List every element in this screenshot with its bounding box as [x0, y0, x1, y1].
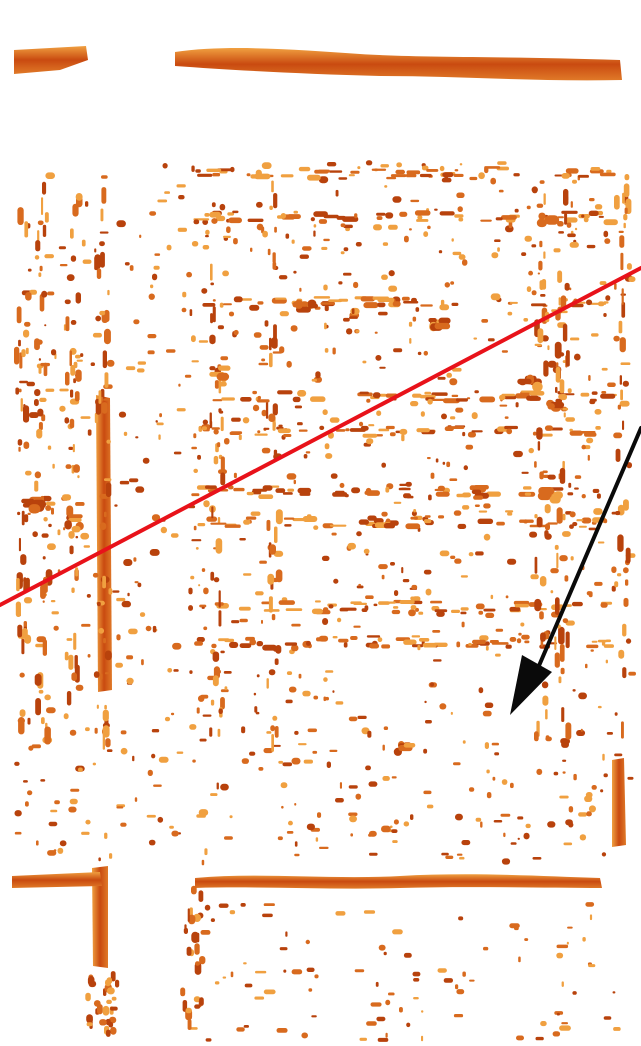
orange-speckle-grid-pattern — [14, 160, 636, 1042]
left-vertical-band — [96, 395, 112, 692]
top-left-band — [14, 46, 88, 74]
bottom-left-band — [12, 872, 102, 888]
left-lower-vertical-band — [92, 866, 108, 968]
top-main-band — [175, 48, 622, 81]
straight-red-line — [0, 266, 641, 607]
right-vertical-band — [612, 758, 626, 847]
black-arrow-pointer — [510, 426, 641, 715]
bottom-main-band — [195, 874, 602, 889]
